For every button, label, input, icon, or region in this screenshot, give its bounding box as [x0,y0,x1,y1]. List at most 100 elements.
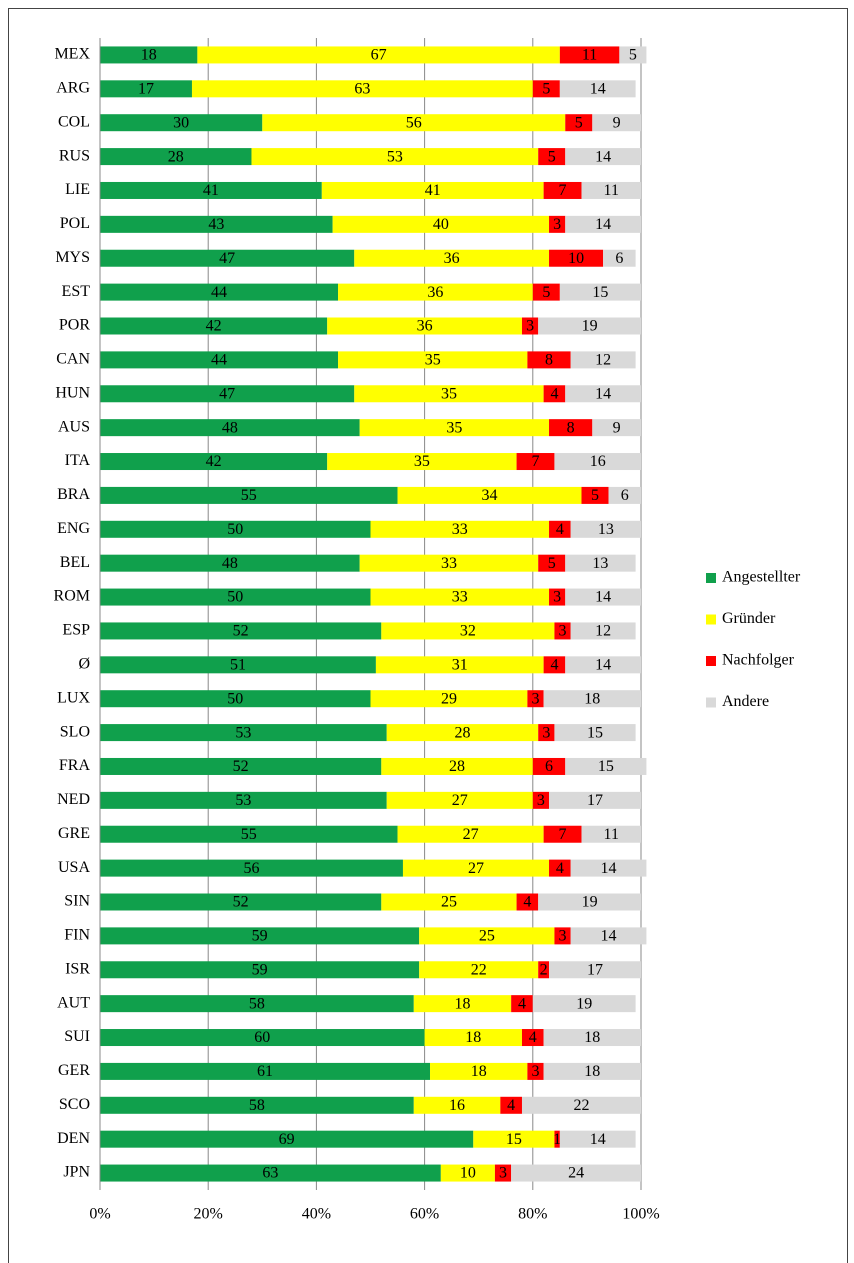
bar-segment [521,1029,544,1047]
data-label: 59 [252,961,268,978]
data-label: 59 [252,928,268,945]
bar-segment [100,148,252,166]
bar-segment [386,791,533,809]
bar-segment [500,1096,522,1114]
data-label: 33 [452,589,468,606]
data-label: 14 [595,589,611,606]
bar-segment [581,181,641,199]
bar-segment [100,419,360,437]
bar-segment [570,520,641,538]
data-label: 17 [587,792,603,809]
bar-segment [100,656,376,674]
bar-segment [321,181,544,199]
data-label: 10 [460,1165,476,1182]
bar-segment [100,893,382,911]
data-label: 9 [613,114,621,131]
bar-segment [370,520,550,538]
y-tick-label: CAN [56,351,90,368]
legend-label: Andere [722,693,769,710]
bar-segment [100,317,328,335]
y-tick-label: ENG [57,520,90,537]
data-label: 14 [595,656,611,673]
data-label: 18 [584,1029,600,1046]
bar-segment [413,1096,501,1114]
data-label: 28 [449,758,465,775]
data-label: 5 [548,555,556,572]
bar-segment [100,554,360,572]
y-tick-label: ITA [65,452,91,469]
bar-segment [570,351,636,369]
bar-segment [538,554,566,572]
bar-segment [559,283,641,301]
data-label: 8 [567,419,575,436]
bar-segment [592,114,641,132]
bar-segment [251,148,539,166]
bar-segment [100,181,322,199]
bar-segment [354,385,544,403]
data-label: 42 [206,453,222,470]
data-label: 13 [592,555,608,572]
bar-segment [100,249,355,267]
bar-segment [549,859,571,877]
bar-segment [440,1164,495,1182]
bar-segment [100,1130,474,1148]
data-label: 27 [452,792,468,809]
y-tick-label: SCO [59,1096,90,1113]
y-tick-label: POR [59,317,90,334]
data-label: 25 [441,894,457,911]
data-label: 63 [354,80,370,97]
bar-segment [565,114,593,132]
data-label: 61 [257,1063,273,1080]
bar-segment [375,656,544,674]
data-label: 14 [601,860,617,877]
data-label: 18 [471,1063,487,1080]
data-label: 11 [604,182,619,199]
bar-segment [549,791,641,809]
data-label: 4 [556,521,564,538]
bar-segment [100,46,198,64]
data-label: 56 [406,114,422,131]
bar-segment [592,419,641,437]
bar-segment [565,215,641,233]
data-label: 36 [427,284,443,301]
data-label: 53 [235,724,251,741]
bar-segment [554,927,571,945]
bar-segment [338,283,533,301]
bar-segment [543,1062,641,1080]
bar-segment [397,825,544,843]
data-label: 22 [471,961,487,978]
data-label: 12 [595,623,611,640]
bar-segment [554,453,641,471]
y-tick-label: Ø [78,655,90,672]
y-tick-label: BEL [60,554,90,571]
legend-swatch [706,573,716,583]
bar-segment [532,757,566,775]
bar-segment [538,724,555,742]
bar-segment [197,46,560,64]
bar-segment [543,1029,641,1047]
bar-segment [100,1096,414,1114]
data-label: 3 [499,1165,507,1182]
bar-segment [565,757,647,775]
bar-segment [100,1029,425,1047]
y-tick-label: ARG [56,79,90,96]
data-label: 53 [387,148,403,165]
y-tick-label: NED [57,791,90,808]
bar-segment [100,351,339,369]
data-label: 17 [138,80,154,97]
bar-segment [402,859,550,877]
data-label: 5 [591,487,599,504]
x-tick-label: 80% [518,1206,547,1223]
data-label: 7 [532,453,540,470]
data-label: 17 [587,961,603,978]
data-label: 40 [433,216,449,233]
data-label: 6 [545,758,553,775]
y-tick-label: GER [58,1062,90,1079]
data-label: 28 [168,148,184,165]
bar-segment [100,724,387,742]
data-label: 19 [582,318,598,335]
data-label: 4 [523,894,531,911]
bar-segment [100,486,398,504]
bar-segment [538,148,566,166]
data-label: 36 [444,250,460,267]
